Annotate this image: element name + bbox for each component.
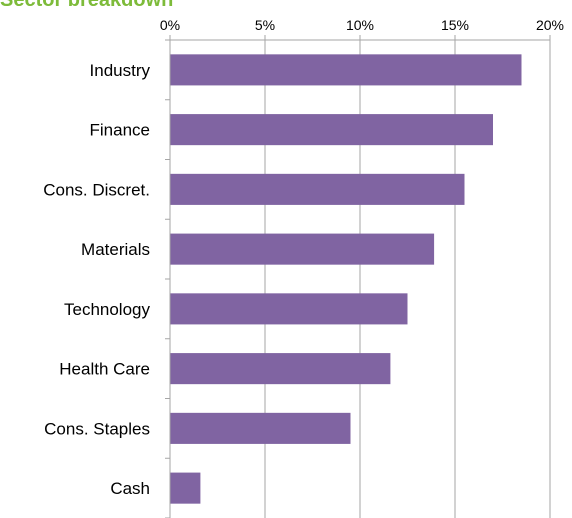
bar — [170, 173, 465, 205]
bar — [170, 353, 391, 385]
category-label: Cons. Discret. — [43, 180, 150, 199]
axis-layer — [165, 35, 551, 518]
bar — [170, 54, 522, 86]
x-tick-label: 20% — [536, 17, 564, 33]
bar-layer — [170, 54, 522, 504]
bar — [170, 114, 493, 146]
category-label: Health Care — [59, 360, 150, 379]
category-label: Cash — [110, 479, 150, 498]
category-label: Industry — [90, 61, 151, 80]
bar — [170, 472, 201, 504]
bar — [170, 412, 351, 444]
chart-title: Sector breakdown — [0, 0, 174, 11]
category-label: Cons. Staples — [44, 419, 150, 438]
x-tick-label: 15% — [441, 17, 469, 33]
label-layer: 0% 5% 10% 15% 20% Industry Finance Cons. Discre… — [43, 17, 564, 498]
category-label: Finance — [90, 121, 150, 140]
x-tick-label: 5% — [255, 17, 275, 33]
bar — [170, 233, 435, 265]
category-label: Technology — [64, 300, 151, 319]
x-tick-label: 10% — [346, 17, 374, 33]
bar — [170, 293, 408, 325]
x-tick-label: 0% — [160, 17, 180, 33]
category-label: Materials — [81, 240, 150, 259]
grid-layer — [169, 40, 551, 518]
